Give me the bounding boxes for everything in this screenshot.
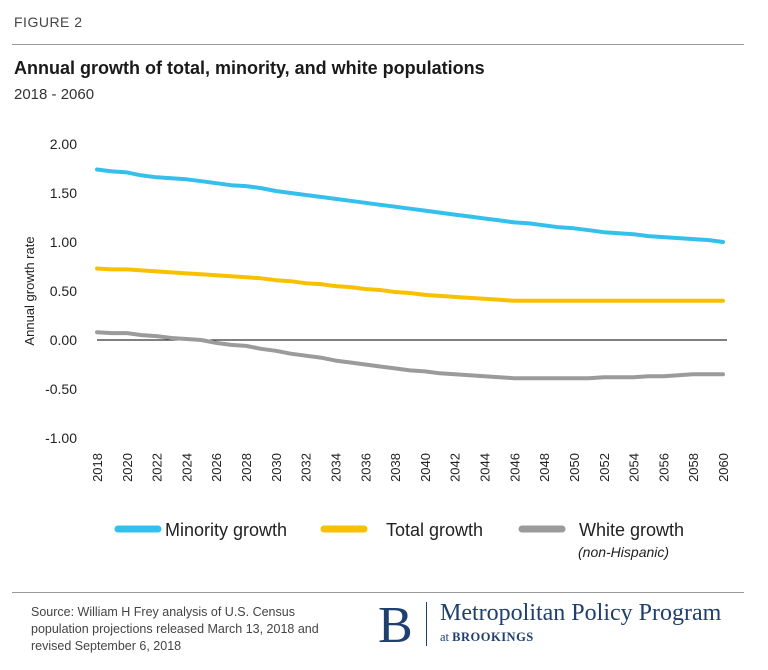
x-tick-label: 2048	[537, 453, 552, 482]
figure-label: FIGURE 2	[14, 14, 83, 30]
y-tick-label: 2.00	[50, 136, 77, 152]
line-chart: 2.00 1.50 1.00 0.50 0.00 -0.50 -1.00 Annual gro…	[22, 136, 731, 560]
program-name: Metropolitan Policy Program	[440, 600, 722, 626]
x-tick-label: 2052	[597, 453, 612, 482]
x-tick-label: 2022	[150, 453, 165, 482]
y-tick-label: 1.50	[50, 185, 77, 201]
legend-label: White growth	[579, 520, 684, 540]
x-tick-label: 2058	[686, 453, 701, 482]
x-tick-label: 2018	[90, 453, 105, 482]
legend-label: Minority growth	[165, 520, 287, 540]
x-tick-label: 2056	[656, 453, 671, 482]
y-tick-label: 0.00	[50, 332, 77, 348]
x-tick-label: 2034	[328, 453, 343, 482]
series-line-white-growth	[95, 330, 725, 381]
x-tick-label: 2040	[418, 453, 433, 482]
legend-note: (non-Hispanic)	[578, 544, 669, 560]
affiliation-org: BROOKINGS	[452, 630, 534, 644]
x-tick-label: 2032	[299, 453, 314, 482]
x-tick-label: 2038	[388, 453, 403, 482]
top-divider	[12, 44, 744, 45]
chart-title: Annual growth of total, minority, and wh…	[14, 58, 485, 78]
brookings-logo-letter: B	[378, 597, 413, 654]
x-tick-label: 2042	[448, 453, 463, 482]
y-tick-label: -1.00	[45, 430, 77, 446]
x-tick-label: 2024	[179, 453, 194, 482]
legend-label: Total growth	[386, 520, 483, 540]
y-tick-label: 0.50	[50, 283, 77, 299]
series-line-total-growth	[95, 266, 725, 303]
logo-divider	[426, 602, 427, 646]
x-tick-label: 2028	[239, 453, 254, 482]
x-tick-label: 2050	[567, 453, 582, 482]
affiliation-at: at	[440, 630, 450, 644]
source-note: Source: William H Frey analysis of U.S. …	[31, 605, 319, 653]
x-tick-label: 2046	[507, 453, 522, 482]
y-axis-label: Annual growth rate	[22, 236, 37, 345]
program-affiliation: at BROOKINGS	[440, 630, 534, 645]
chart-subtitle: 2018 - 2060	[14, 86, 95, 103]
x-tick-label: 2026	[209, 453, 224, 482]
x-tick-label: 2054	[627, 453, 642, 482]
x-tick-label: 2044	[478, 453, 493, 482]
x-tick-label: 2030	[269, 453, 284, 482]
y-tick-label: 1.00	[50, 234, 77, 250]
x-tick-label: 2020	[120, 453, 135, 482]
x-tick-label: 2036	[358, 453, 373, 482]
series-line-minority-growth	[95, 167, 725, 244]
x-tick-label: 2060	[716, 453, 731, 482]
bottom-divider	[12, 592, 744, 593]
y-tick-label: -0.50	[45, 381, 77, 397]
